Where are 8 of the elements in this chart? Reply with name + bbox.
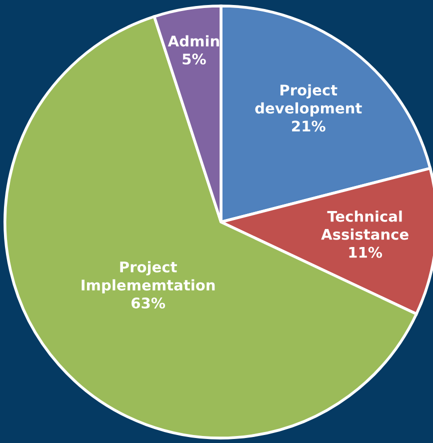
data-label: 21%: [292, 120, 326, 132]
slice-label: Admin: [168, 35, 219, 47]
slice-label: Technical Assistance: [321, 210, 408, 240]
slice-label: Project development: [255, 84, 362, 116]
data-label: 5%: [182, 54, 206, 65]
slice-label: Project Implememtation: [82, 261, 215, 294]
data-label: 11%: [349, 246, 382, 258]
data-label: 63%: [132, 298, 166, 309]
